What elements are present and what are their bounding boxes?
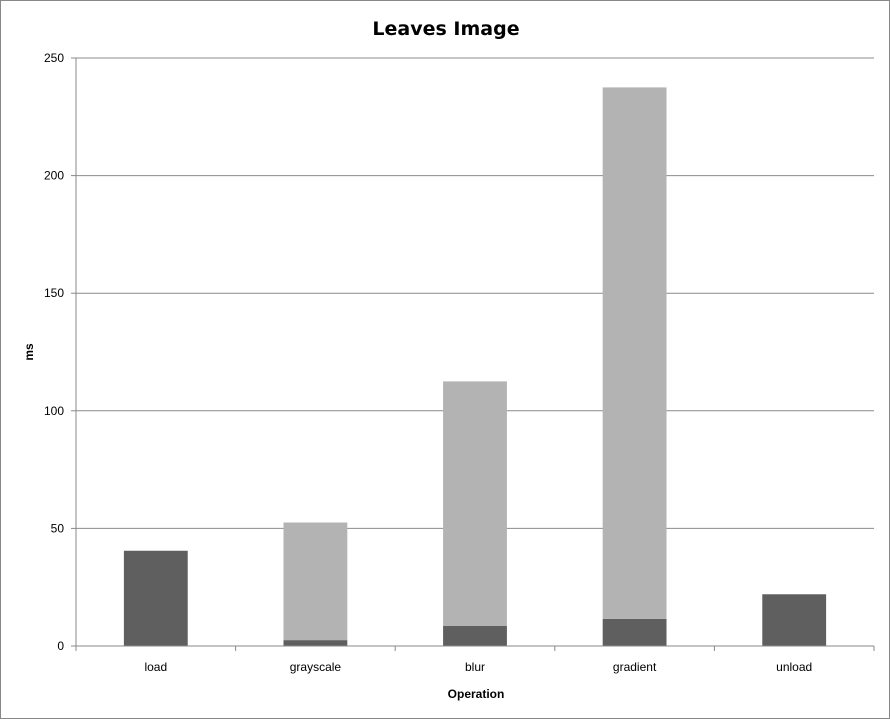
x-tick-label-gradient: gradient (613, 660, 657, 674)
axes (75, 58, 874, 647)
bar-grayscale-segment-2 (283, 522, 348, 641)
x-tick-label-blur: blur (465, 660, 485, 674)
y-tick-label: 50 (51, 521, 65, 535)
bar-grayscale-segment-1 (283, 640, 348, 646)
x-tick-label-unload: unload (776, 660, 812, 674)
bar-blur-segment-1 (443, 626, 507, 646)
bar-gradient-segment-2 (602, 87, 667, 619)
y-tick-label: 250 (44, 51, 64, 65)
x-axis-label: Operation (448, 687, 505, 701)
y-tick-label: 150 (44, 286, 64, 300)
x-tick-label-grayscale: grayscale (290, 660, 342, 674)
x-tick-labels: load grayscale blur gradient unload (144, 660, 812, 674)
bar-load-segment-1 (123, 550, 188, 646)
bar-gradient-segment-1 (602, 618, 667, 646)
chart-title: Leaves Image (372, 18, 519, 40)
x-tick-label-load: load (144, 660, 167, 674)
bar-unload-segment-1 (762, 594, 827, 646)
y-tick-label: 0 (57, 639, 64, 653)
y-tick-labels: 0 50 100 150 200 250 (44, 51, 64, 653)
bar-blur-segment-2 (443, 381, 507, 627)
y-tick-label: 100 (44, 404, 64, 418)
y-axis-label: ms (22, 343, 36, 361)
gridlines (71, 57, 875, 651)
bars (123, 87, 827, 646)
y-tick-label: 200 (44, 169, 64, 183)
